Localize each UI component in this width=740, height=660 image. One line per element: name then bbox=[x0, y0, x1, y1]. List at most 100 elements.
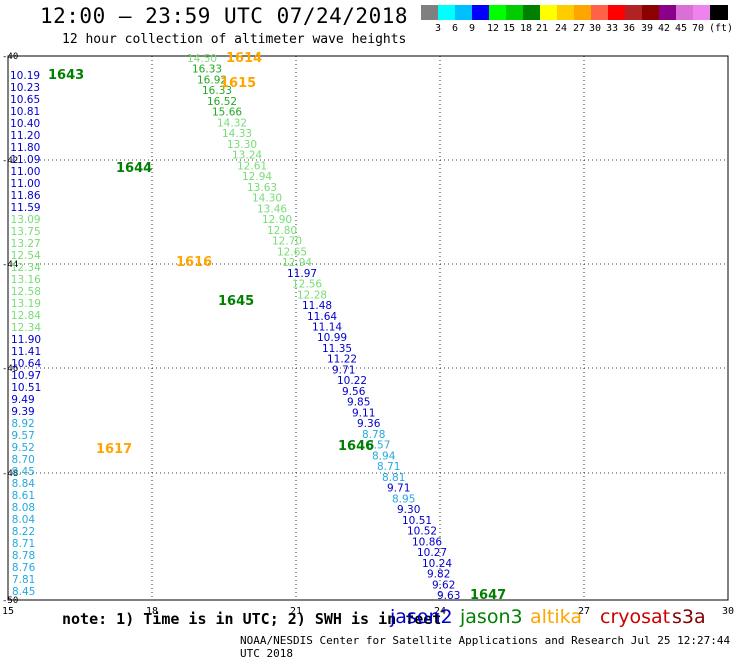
map-grid bbox=[7, 55, 729, 601]
color-scale-label: 45 bbox=[675, 23, 688, 34]
pass-labels: 1643 1614 1615 1644 1616 1645 1617 1646 1647 bbox=[48, 51, 506, 603]
pass-number-label: 1644 bbox=[116, 161, 152, 176]
pass-number-label: 1647 bbox=[470, 588, 506, 603]
track-a-value: 8.08 bbox=[12, 502, 35, 514]
color-swatch bbox=[506, 5, 524, 20]
track-a-value: 12.34 bbox=[11, 322, 41, 334]
page-title: 12:00 – 23:59 UTC 07/24/2018 bbox=[40, 4, 409, 28]
altimeter-tracks: 10.1910.2310.6510.8110.4011.2011.8011.09… bbox=[10, 53, 460, 602]
track-a-value: 10.81 bbox=[10, 106, 40, 118]
color-swatch bbox=[625, 5, 643, 20]
track-b-value: 9.71 bbox=[387, 483, 410, 495]
color-swatch bbox=[438, 5, 456, 20]
color-scale-label: (ft) bbox=[709, 23, 734, 34]
track-b-value: 13.63 bbox=[247, 182, 277, 194]
color-scale-label: 3 bbox=[435, 23, 442, 34]
color-scale-label: 6 bbox=[452, 23, 459, 34]
track-b-value: 14.50 bbox=[187, 53, 217, 65]
track-a-value: 11.00 bbox=[10, 178, 40, 190]
track-a-value: 11.20 bbox=[10, 130, 40, 142]
track-a-value: 8.61 bbox=[12, 490, 35, 502]
track-a-value: 8.92 bbox=[11, 418, 34, 430]
track-b-value: 12.80 bbox=[267, 225, 297, 237]
track-b-value: 9.71 bbox=[332, 364, 355, 376]
track-a-value: 8.78 bbox=[12, 550, 35, 562]
track-b-value: 11.22 bbox=[327, 354, 357, 366]
track-b-value: 8.78 bbox=[362, 429, 385, 441]
track-a-value: 10.19 bbox=[10, 70, 40, 82]
track-b-value: 12.56 bbox=[292, 279, 322, 291]
x-tick-label: 30 bbox=[722, 606, 734, 617]
satellite-legend-altika: altika bbox=[530, 606, 582, 628]
pass-number-label: 1646 bbox=[338, 439, 374, 454]
track-b-value: 8.94 bbox=[372, 450, 396, 462]
track-a-value: 12.34 bbox=[11, 262, 41, 274]
track-a-value: 11.80 bbox=[10, 142, 40, 154]
color-swatch bbox=[693, 5, 711, 20]
y-tick-label: -42 bbox=[2, 156, 18, 166]
color-scale-label: 39 bbox=[641, 23, 654, 34]
satellite-legend-jason3: jason3 bbox=[460, 606, 523, 628]
track-a-value: 11.90 bbox=[11, 334, 41, 346]
color-swatch bbox=[710, 5, 728, 20]
footer-note: note: 1) Time is in UTC; 2) SWH is in fe… bbox=[62, 610, 442, 628]
color-swatch bbox=[489, 5, 507, 20]
track-b-value: 10.86 bbox=[412, 536, 442, 548]
pass-number-label: 1645 bbox=[218, 294, 254, 309]
x-tick-label: 18 bbox=[146, 606, 158, 617]
x-tick-label: 27 bbox=[578, 606, 590, 617]
track-a-value: 7.81 bbox=[12, 574, 35, 586]
color-scale-label: 18 bbox=[520, 23, 533, 34]
track-b-value: 11.35 bbox=[322, 343, 352, 355]
track-b-value: 8.71 bbox=[377, 461, 400, 473]
track-a-value: 8.70 bbox=[11, 454, 34, 466]
track-b-value: 12.94 bbox=[282, 257, 312, 269]
color-swatch bbox=[472, 5, 490, 20]
track-a-value: 11.86 bbox=[10, 190, 40, 202]
track-b-value: 14.32 bbox=[217, 117, 247, 129]
map-frame bbox=[7, 55, 729, 601]
track-b-value: 12.70 bbox=[272, 236, 302, 248]
track-b-value: 12.94 bbox=[242, 171, 272, 183]
track-a-value: 10.40 bbox=[10, 118, 40, 130]
track-b-value: 8.95 bbox=[392, 493, 415, 505]
track-a-value: 10.65 bbox=[10, 94, 40, 106]
track-b-value: 15.66 bbox=[212, 107, 242, 119]
track-a-value: 12.84 bbox=[11, 310, 41, 322]
track-b-value: 10.52 bbox=[407, 526, 437, 538]
axis-ticks: 15 18 21 24 27 30 -40 -42 -44 -46 -48 -50 bbox=[2, 52, 734, 617]
track-a-value: 13.75 bbox=[11, 226, 41, 238]
color-scale-label: 70 bbox=[692, 23, 705, 34]
track-b-value: 11.14 bbox=[312, 322, 342, 334]
track-b-value: 13.46 bbox=[257, 203, 287, 215]
color-scale-label: 9 bbox=[469, 23, 476, 34]
pass-number-label: 1617 bbox=[96, 442, 132, 457]
track-b-value: 13.30 bbox=[227, 139, 257, 151]
color-scale-label: 42 bbox=[658, 23, 671, 34]
y-tick-label: -48 bbox=[2, 469, 18, 479]
track-b-value: 12.28 bbox=[297, 289, 327, 301]
track-b-value: 9.11 bbox=[352, 407, 375, 419]
track-a-value: 8.45 bbox=[12, 466, 35, 478]
color-swatch bbox=[455, 5, 473, 20]
color-scale-label: 30 bbox=[589, 23, 602, 34]
track-b-value: 11.97 bbox=[287, 268, 317, 280]
track-b-value: 10.51 bbox=[402, 515, 432, 527]
track-a-value: 10.97 bbox=[11, 370, 41, 382]
color-scale-label: 12 bbox=[487, 23, 500, 34]
color-scale-label: 24 bbox=[555, 23, 568, 34]
track-a-value: 10.64 bbox=[11, 358, 41, 370]
track-a-value: 9.49 bbox=[11, 394, 34, 406]
track-b-value: 14.30 bbox=[252, 193, 282, 205]
color-scale-label: 36 bbox=[623, 23, 636, 34]
track-a-value: 10.51 bbox=[11, 382, 41, 394]
track-b-value: 8.57 bbox=[367, 440, 390, 452]
track-b-value: 9.62 bbox=[432, 579, 455, 591]
x-tick-label: 15 bbox=[2, 606, 14, 617]
track-b-value: 12.65 bbox=[277, 246, 307, 258]
footer-credit: NOAA/NESDIS Center for Satellite Applica… bbox=[240, 634, 731, 660]
color-swatch bbox=[659, 5, 677, 20]
satellite-legend-cryosat: cryosat bbox=[600, 606, 671, 628]
track-a-value: 8.45 bbox=[12, 586, 35, 598]
